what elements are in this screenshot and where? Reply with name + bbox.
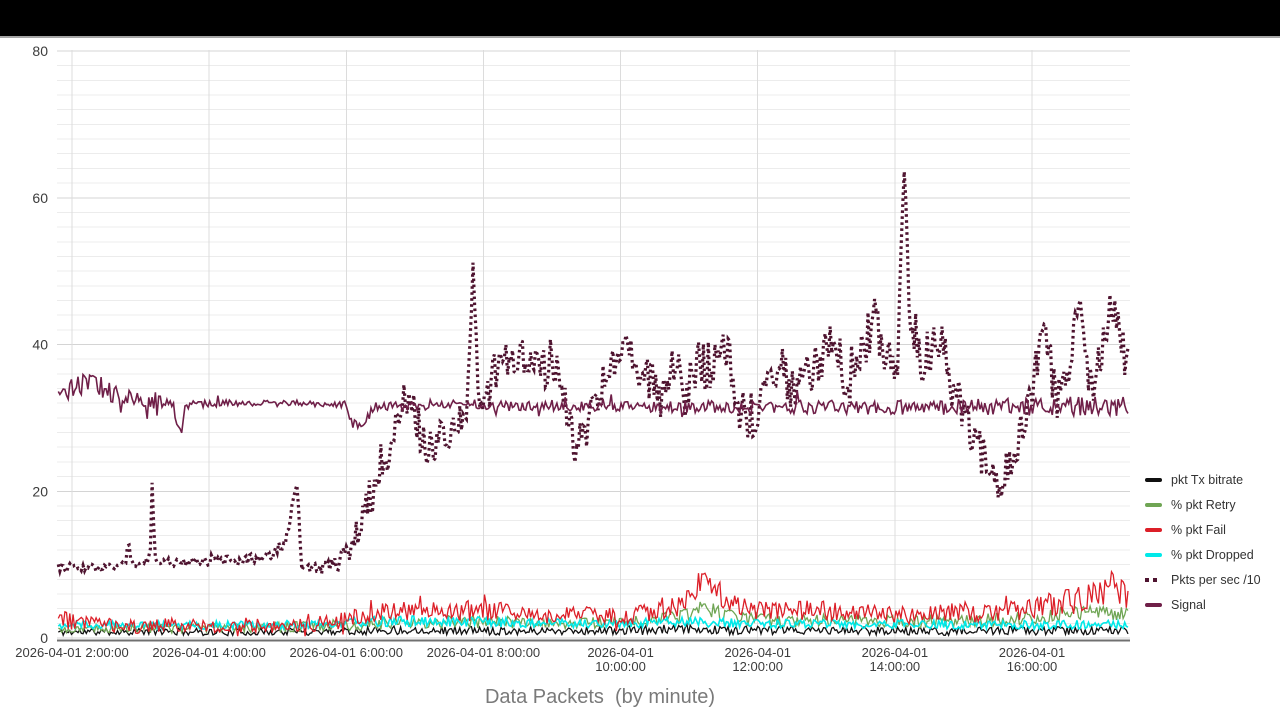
y-tick-label: 0 (40, 630, 48, 646)
legend-item-pkts: Pkts per sec /10 (1145, 567, 1261, 592)
x-tick-label: 2026-04-01 (587, 645, 654, 660)
legend-dot (1153, 577, 1157, 582)
legend-label: Signal (1171, 597, 1206, 612)
legend-swatch-retry-line-icon (1145, 502, 1162, 507)
x-tick-label: 10:00:00 (595, 659, 646, 674)
legend-dot (1145, 577, 1149, 582)
x-tick-label: 2026-04-01 6:00:00 (290, 645, 403, 660)
chart-legend: pkt Tx bitrate % pkt Retry % pkt Fail % pkt… (1145, 467, 1261, 617)
chart-title: Data Packets (by minute) (484, 686, 716, 708)
x-tick-label: 2026-04-01 2:00:00 (15, 645, 128, 660)
top-black-bar (0, 0, 1280, 38)
legend-bar (1145, 477, 1162, 482)
y-tick-label: 20 (32, 483, 48, 499)
legend-label: % pkt Fail (1171, 522, 1226, 537)
legend-item-fail: % pkt Fail (1145, 517, 1261, 542)
legend-label: % pkt Dropped (1171, 547, 1254, 562)
x-tick-label: 14:00:00 (870, 659, 921, 674)
x-tick-label: 2026-04-01 4:00:00 (152, 645, 265, 660)
legend-label: pkt Tx bitrate (1171, 472, 1244, 487)
y-tick-label: 40 (32, 337, 48, 353)
legend-item-dropped: % pkt Dropped (1145, 542, 1261, 567)
x-tick-label: 2026-04-01 (724, 645, 791, 660)
legend-swatch-tx-line-icon (1145, 477, 1162, 482)
series-line-dropped (57, 614, 1129, 632)
series-line-signal (57, 372, 1129, 434)
legend-bar (1145, 502, 1162, 507)
legend-item-signal: Signal (1145, 592, 1261, 617)
x-tick-label: 2026-04-01 8:00:00 (427, 645, 540, 660)
legend-swatch-fail-line-icon (1145, 527, 1162, 532)
legend-swatch-pkts-dotted-icon (1145, 577, 1162, 582)
x-tick-label: 2026-04-01 (999, 645, 1066, 660)
legend-label: % pkt Retry (1171, 497, 1236, 512)
y-tick-label: 60 (32, 190, 48, 206)
series-line-pkts (56, 171, 1130, 578)
y-tick-label: 80 (32, 43, 48, 59)
legend-label: Pkts per sec /10 (1171, 572, 1261, 587)
legend-bar (1145, 602, 1162, 607)
series-line-fail (57, 569, 1129, 637)
x-tick-label: 12:00:00 (732, 659, 783, 674)
legend-bar (1145, 552, 1162, 557)
legend-swatch-signal-line-icon (1145, 602, 1162, 607)
legend-item-tx: pkt Tx bitrate (1145, 467, 1261, 492)
legend-bar (1145, 527, 1162, 532)
legend-item-retry: % pkt Retry (1145, 492, 1261, 517)
x-tick-label: 16:00:00 (1007, 659, 1058, 674)
x-tick-label: 2026-04-01 (862, 645, 929, 660)
legend-swatch-dropped-line-icon (1145, 552, 1162, 557)
